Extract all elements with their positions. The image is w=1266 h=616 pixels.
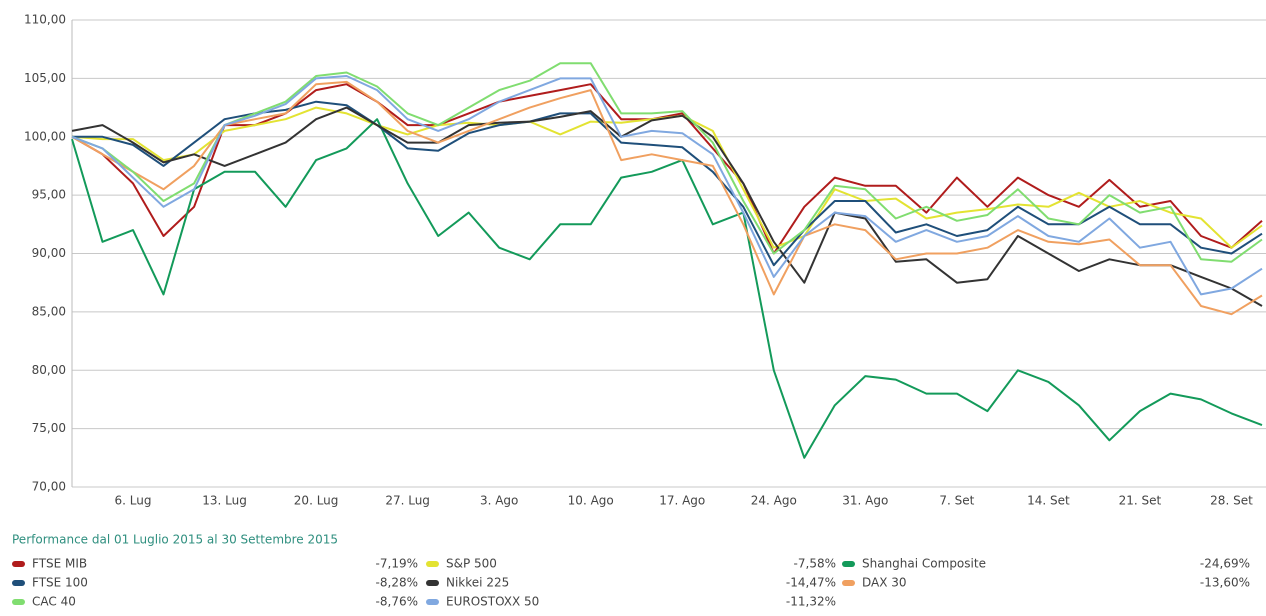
x-tick-label: 13. Lug <box>202 494 247 508</box>
legend-performance: -8,76% <box>376 595 418 609</box>
legend-label: Nikkei 225 <box>446 576 509 590</box>
legend-swatch <box>426 561 439 567</box>
series-line <box>71 106 1263 249</box>
legend-swatch <box>12 561 25 567</box>
x-tick-label: 10. Ago <box>568 494 614 508</box>
x-tick-label: 17. Ago <box>659 494 705 508</box>
series-line <box>71 75 1263 296</box>
legend-label: FTSE MIB <box>32 557 87 571</box>
legend-swatch <box>426 580 439 586</box>
series-line <box>71 62 1263 263</box>
y-tick-label: 90,00 <box>32 246 66 260</box>
y-tick-label: 75,00 <box>32 421 66 435</box>
legend-performance: -11,32% <box>786 595 836 609</box>
x-tick-label: 31. Ago <box>842 494 888 508</box>
series-line <box>72 100 1263 267</box>
legend-swatch <box>12 580 25 586</box>
legend-label: FTSE 100 <box>32 576 88 590</box>
series-line <box>71 80 1263 316</box>
legend-performance: -14,47% <box>786 576 836 590</box>
x-tick-label: 14. Set <box>1027 494 1070 508</box>
x-tick-label: 21. Set <box>1119 494 1162 508</box>
legend-performance: -8,28% <box>376 576 418 590</box>
y-tick-label: 110,00 <box>24 13 66 27</box>
x-tick-label: 20. Lug <box>294 494 339 508</box>
x-tick-label: 6. Lug <box>115 494 152 508</box>
series-line <box>71 83 1263 255</box>
y-tick-label: 100,00 <box>24 129 66 143</box>
x-tick-label: 24. Ago <box>751 494 797 508</box>
y-tick-label: 105,00 <box>24 71 66 85</box>
legend-performance: -7,58% <box>794 557 836 571</box>
legend-label: Shanghai Composite <box>862 557 986 571</box>
legend-label: CAC 40 <box>32 595 76 609</box>
legend-swatch <box>426 599 439 605</box>
y-tick-label: 85,00 <box>32 304 66 318</box>
legend-performance: -24,69% <box>1200 557 1250 571</box>
series-line <box>71 118 1263 459</box>
legend-swatch <box>12 599 25 605</box>
x-tick-label: 27. Lug <box>385 494 430 508</box>
legend-title: Performance dal 01 Luglio 2015 al 30 Set… <box>12 533 338 547</box>
x-tick-label: 28. Set <box>1210 494 1253 508</box>
series-line <box>71 106 1263 307</box>
legend-label: EUROSTOXX 50 <box>446 595 539 609</box>
y-tick-label: 95,00 <box>32 188 66 202</box>
legend-swatch <box>842 561 855 567</box>
y-tick-label: 80,00 <box>32 363 66 377</box>
legend-label: DAX 30 <box>862 576 907 590</box>
legend-swatch <box>842 580 855 586</box>
x-tick-label: 3. Ago <box>480 494 518 508</box>
legend-performance: -13,60% <box>1200 576 1250 590</box>
legend-performance: -7,19% <box>376 557 418 571</box>
x-tick-label: 7. Set <box>939 494 974 508</box>
legend-label: S&P 500 <box>446 557 497 571</box>
y-tick-label: 70,00 <box>32 480 66 494</box>
